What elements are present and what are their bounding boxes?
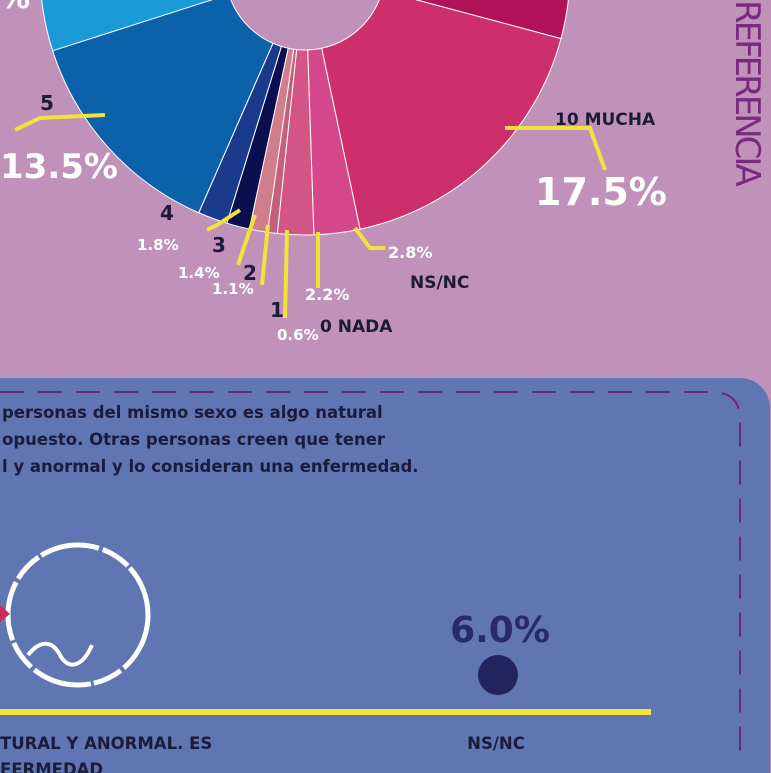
clipped-label: %	[0, 0, 30, 16]
category-label: 0 NADA	[320, 317, 393, 337]
category-label: 2	[243, 261, 257, 285]
category-label: 5	[40, 91, 54, 115]
category-label: 3	[212, 233, 226, 257]
panel-text: personas del mismo sexo es algo natural	[2, 403, 383, 422]
value-label: 2.8%	[388, 243, 432, 262]
segment	[321, 0, 562, 230]
value-label: 17.5%	[535, 170, 667, 214]
leader-line	[14, 113, 106, 132]
category-label: NS/NC	[410, 273, 469, 293]
value-label: 13.5%	[0, 147, 118, 187]
option-dot	[478, 655, 518, 695]
leader-line	[206, 208, 242, 232]
leader-line	[505, 126, 607, 171]
panel-text: l y anormal y lo consideran una enfermed…	[2, 457, 419, 476]
panel-background	[0, 378, 770, 773]
value-label: 2.2%	[305, 285, 349, 304]
reference-title: REFERENCIA	[727, 0, 767, 186]
leader-line	[260, 224, 270, 286]
sketch-wave	[26, 641, 94, 667]
value-label: 1.8%	[137, 236, 179, 254]
baseline	[0, 709, 651, 715]
option-label: FERMEDAD	[0, 760, 103, 773]
value-label: 1.1%	[212, 280, 254, 298]
option-label: TURAL Y ANORMAL. ES	[0, 734, 212, 753]
category-label: 4	[160, 201, 174, 225]
option-value: 6.0%	[450, 610, 550, 651]
value-label: 0.6%	[277, 326, 319, 344]
category-label: 1	[270, 298, 284, 322]
option-label: NS/NC	[467, 734, 525, 753]
category-label: 10 MUCHA	[555, 110, 656, 130]
arrow-fragment	[0, 605, 10, 622]
panel-border	[0, 391, 741, 760]
panel-text: opuesto. Otras personas creen que tener	[2, 430, 386, 449]
value-label: 1.4%	[178, 264, 220, 282]
leader-line	[353, 226, 385, 250]
leader-line	[236, 214, 257, 266]
leader-line	[283, 229, 289, 319]
panel: personas del mismo sexo es algo natural …	[0, 378, 770, 773]
segment	[52, 0, 274, 214]
